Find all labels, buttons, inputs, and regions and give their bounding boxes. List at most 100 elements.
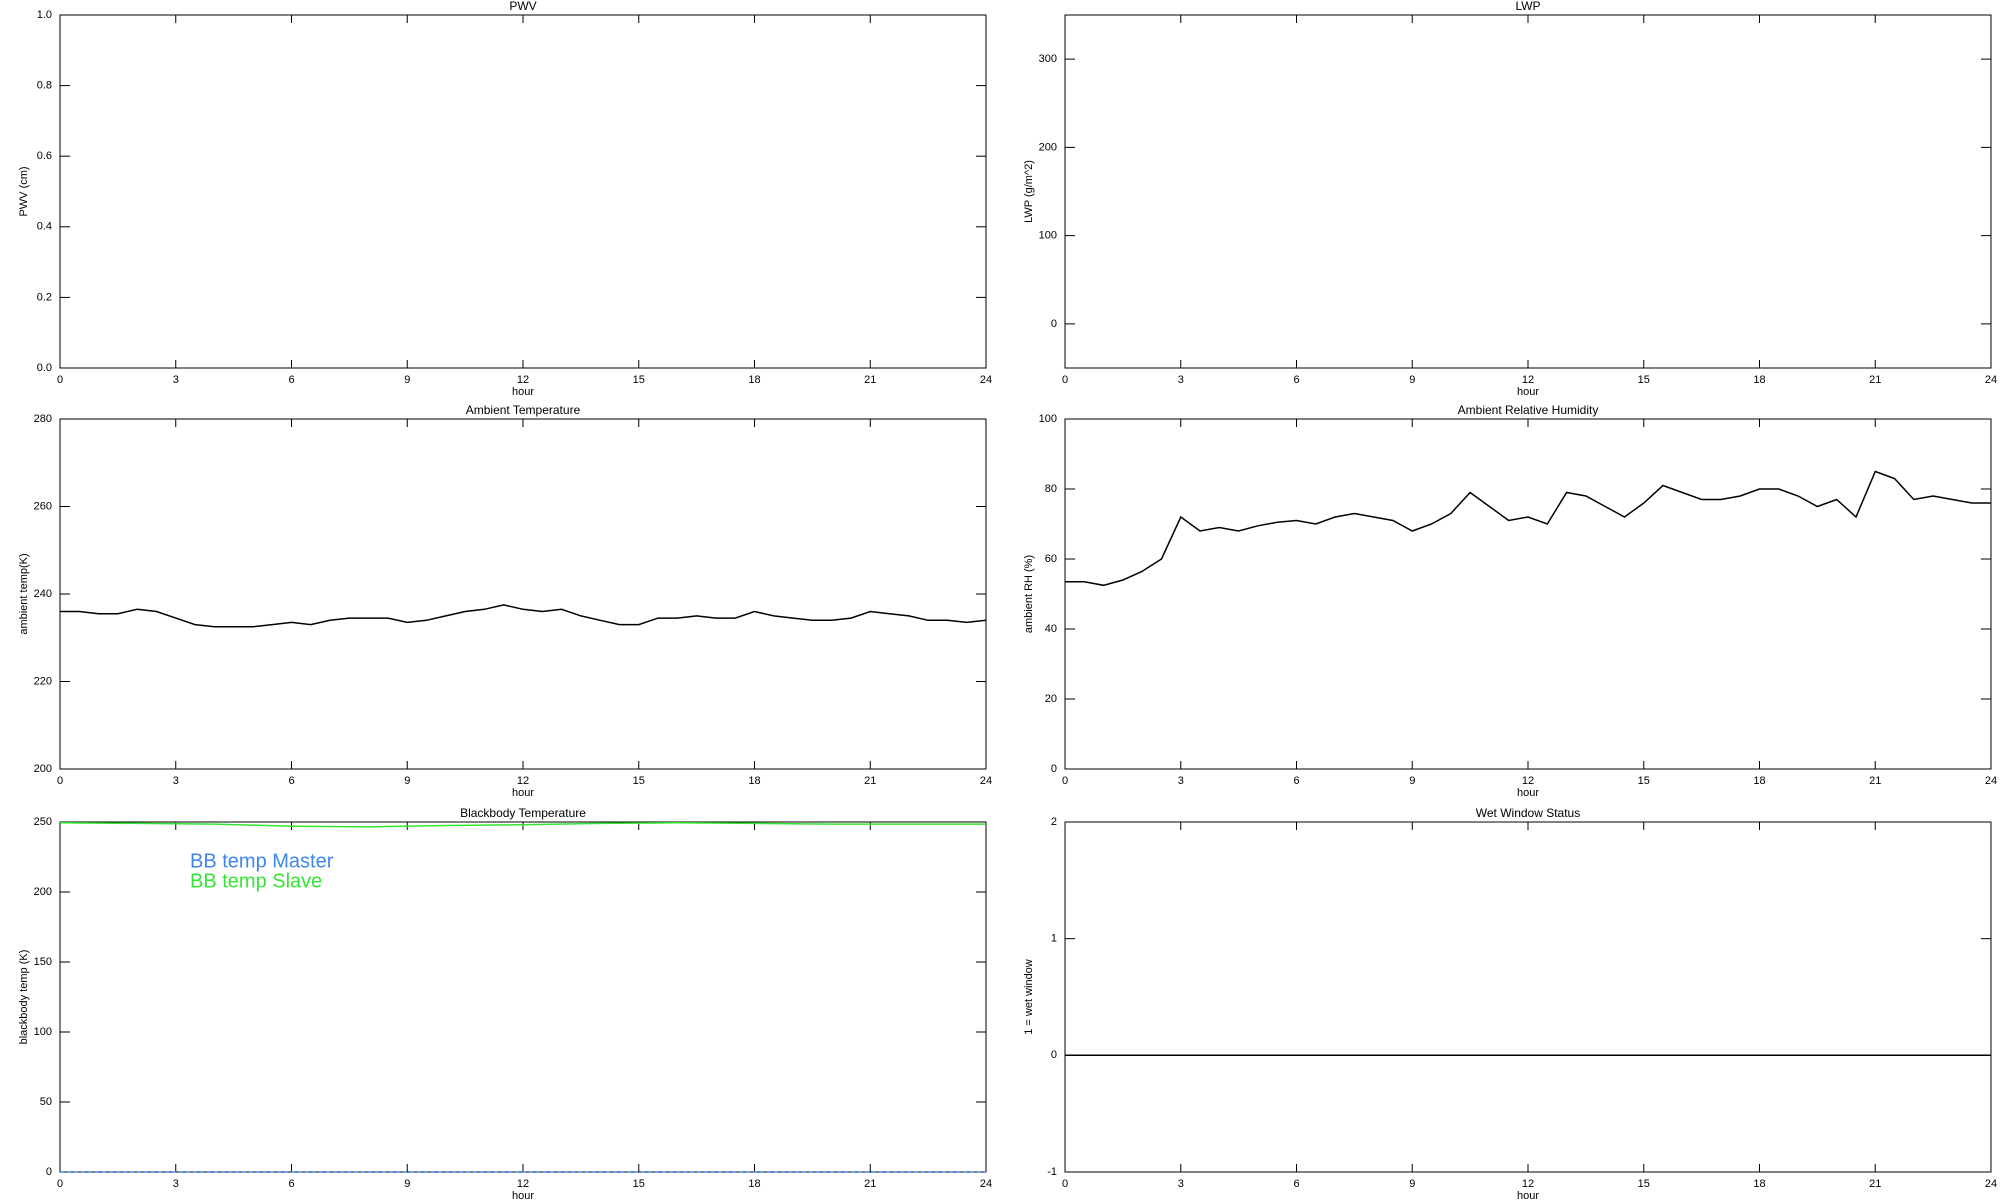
panel-title: Ambient Relative Humidity bbox=[1458, 403, 1599, 417]
x-tick-label: 18 bbox=[748, 1178, 760, 1190]
plot-frame bbox=[1064, 821, 1992, 1173]
x-tick-label: 3 bbox=[1178, 775, 1184, 787]
x-tick-label: 3 bbox=[173, 374, 179, 386]
y-tick-label: 0.2 bbox=[37, 291, 52, 303]
y-tick-label: 0.6 bbox=[37, 150, 52, 162]
panel-title: Ambient Temperature bbox=[466, 403, 581, 417]
legend-entry: BB temp Master bbox=[190, 850, 334, 872]
y-tick-label: 300 bbox=[1039, 53, 1057, 65]
x-axis-label: hour bbox=[1517, 1190, 1539, 1200]
x-tick-label: 24 bbox=[980, 374, 992, 386]
panel: PWV hour PWV (cm) 0 3 6 9 12 15 18 21 24 0.0 0.2 0.4 0.… bbox=[18, 0, 992, 398]
y-axis-label: 1 = wet window bbox=[1023, 959, 1035, 1035]
y-tick-label: 1 bbox=[1051, 933, 1057, 945]
x-tick-label: 18 bbox=[748, 775, 760, 787]
x-tick-label: 12 bbox=[1522, 1178, 1534, 1190]
y-tick-label: 40 bbox=[1045, 623, 1057, 635]
y-tick-label: 0 bbox=[1051, 763, 1057, 775]
series-line bbox=[60, 604, 987, 628]
x-tick-label: 6 bbox=[288, 374, 294, 386]
x-axis-label: hour bbox=[512, 1190, 534, 1200]
x-tick-label: 18 bbox=[1753, 374, 1765, 386]
plot-frame bbox=[1064, 418, 1992, 770]
plot-frame bbox=[59, 418, 987, 770]
y-axis-label: ambient temp(K) bbox=[18, 553, 30, 634]
panel: LWP hour LWP (g/m^2) 0 3 6 9 12 15 18 21 24 0 100 200 3… bbox=[1023, 0, 1997, 398]
y-axis-label: blackbody temp (K) bbox=[18, 950, 30, 1045]
y-tick-label: 100 bbox=[34, 1026, 52, 1038]
x-tick-label: 18 bbox=[748, 374, 760, 386]
x-tick-label: 21 bbox=[864, 374, 876, 386]
x-tick-label: 18 bbox=[1753, 1178, 1765, 1190]
y-tick-label: 20 bbox=[1045, 693, 1057, 705]
x-tick-label: 12 bbox=[1522, 374, 1534, 386]
x-tick-label: 24 bbox=[1985, 1178, 1997, 1190]
y-axis-label: ambient RH (%) bbox=[1023, 555, 1035, 633]
x-tick-label: 9 bbox=[404, 1178, 410, 1190]
y-tick-label: 1.0 bbox=[37, 9, 52, 21]
y-tick-label: 60 bbox=[1045, 553, 1057, 565]
x-tick-label: 9 bbox=[404, 374, 410, 386]
x-tick-label: 0 bbox=[1062, 775, 1068, 787]
x-tick-label: 21 bbox=[864, 775, 876, 787]
x-tick-label: 0 bbox=[57, 1178, 63, 1190]
x-tick-label: 12 bbox=[517, 775, 529, 787]
x-tick-label: 12 bbox=[517, 1178, 529, 1190]
plot-frame bbox=[1064, 14, 1992, 369]
panel-title: Wet Window Status bbox=[1476, 806, 1580, 820]
y-tick-label: 250 bbox=[34, 816, 52, 828]
y-axis-label: PWV (cm) bbox=[18, 166, 30, 216]
x-tick-label: 24 bbox=[1985, 775, 1997, 787]
x-tick-label: 12 bbox=[1522, 775, 1534, 787]
panel: Ambient Temperature hour ambient temp(K) 0 3… bbox=[18, 403, 992, 799]
x-tick-label: 24 bbox=[980, 775, 992, 787]
x-tick-label: 21 bbox=[864, 1178, 876, 1190]
y-tick-label: 0 bbox=[1051, 318, 1057, 330]
x-tick-label: 15 bbox=[1638, 374, 1650, 386]
y-tick-label: 0.4 bbox=[37, 221, 52, 233]
y-tick-label: 0.0 bbox=[37, 362, 52, 374]
plot-frame bbox=[59, 14, 987, 369]
series-line bbox=[59, 821, 986, 828]
y-tick-label: 80 bbox=[1045, 483, 1057, 495]
x-tick-label: 6 bbox=[1293, 374, 1299, 386]
panel-title: Blackbody Temperature bbox=[460, 806, 586, 820]
x-tick-label: 6 bbox=[1293, 775, 1299, 787]
x-tick-label: 0 bbox=[1062, 1178, 1068, 1190]
x-tick-label: 15 bbox=[633, 1178, 645, 1190]
x-tick-label: 21 bbox=[1869, 374, 1881, 386]
x-tick-label: 15 bbox=[1638, 1178, 1650, 1190]
y-tick-label: 200 bbox=[34, 886, 52, 898]
x-tick-label: 24 bbox=[1985, 374, 1997, 386]
x-tick-label: 9 bbox=[404, 775, 410, 787]
y-tick-label: 0.8 bbox=[37, 80, 52, 92]
y-tick-label: -1 bbox=[1047, 1166, 1057, 1178]
x-tick-label: 0 bbox=[1062, 374, 1068, 386]
x-tick-label: 15 bbox=[1638, 775, 1650, 787]
x-axis-label: hour bbox=[512, 787, 534, 799]
x-tick-label: 18 bbox=[1753, 775, 1765, 787]
x-tick-label: 3 bbox=[1178, 1178, 1184, 1190]
y-tick-label: 260 bbox=[34, 500, 52, 512]
x-axis-label: hour bbox=[512, 386, 534, 398]
x-tick-label: 21 bbox=[1869, 775, 1881, 787]
x-tick-label: 6 bbox=[288, 775, 294, 787]
panel: Ambient Relative Humidity hour ambient RH … bbox=[1023, 403, 1997, 799]
x-tick-label: 0 bbox=[57, 775, 63, 787]
x-tick-label: 21 bbox=[1869, 1178, 1881, 1190]
y-axis-label: LWP (g/m^2) bbox=[1023, 160, 1035, 223]
y-tick-label: 2 bbox=[1051, 816, 1057, 828]
y-tick-label: 100 bbox=[1039, 413, 1057, 425]
y-tick-label: 280 bbox=[34, 413, 52, 425]
legend-entry: BB temp Slave bbox=[190, 870, 322, 892]
x-tick-label: 9 bbox=[1409, 374, 1415, 386]
panel-title: LWP bbox=[1515, 0, 1540, 13]
x-tick-label: 15 bbox=[633, 374, 645, 386]
panel-title: PWV bbox=[509, 0, 536, 13]
x-tick-label: 12 bbox=[517, 374, 529, 386]
y-tick-label: 100 bbox=[1039, 230, 1057, 242]
x-tick-label: 6 bbox=[1293, 1178, 1299, 1190]
x-axis-label: hour bbox=[1517, 386, 1539, 398]
x-tick-label: 9 bbox=[1409, 1178, 1415, 1190]
